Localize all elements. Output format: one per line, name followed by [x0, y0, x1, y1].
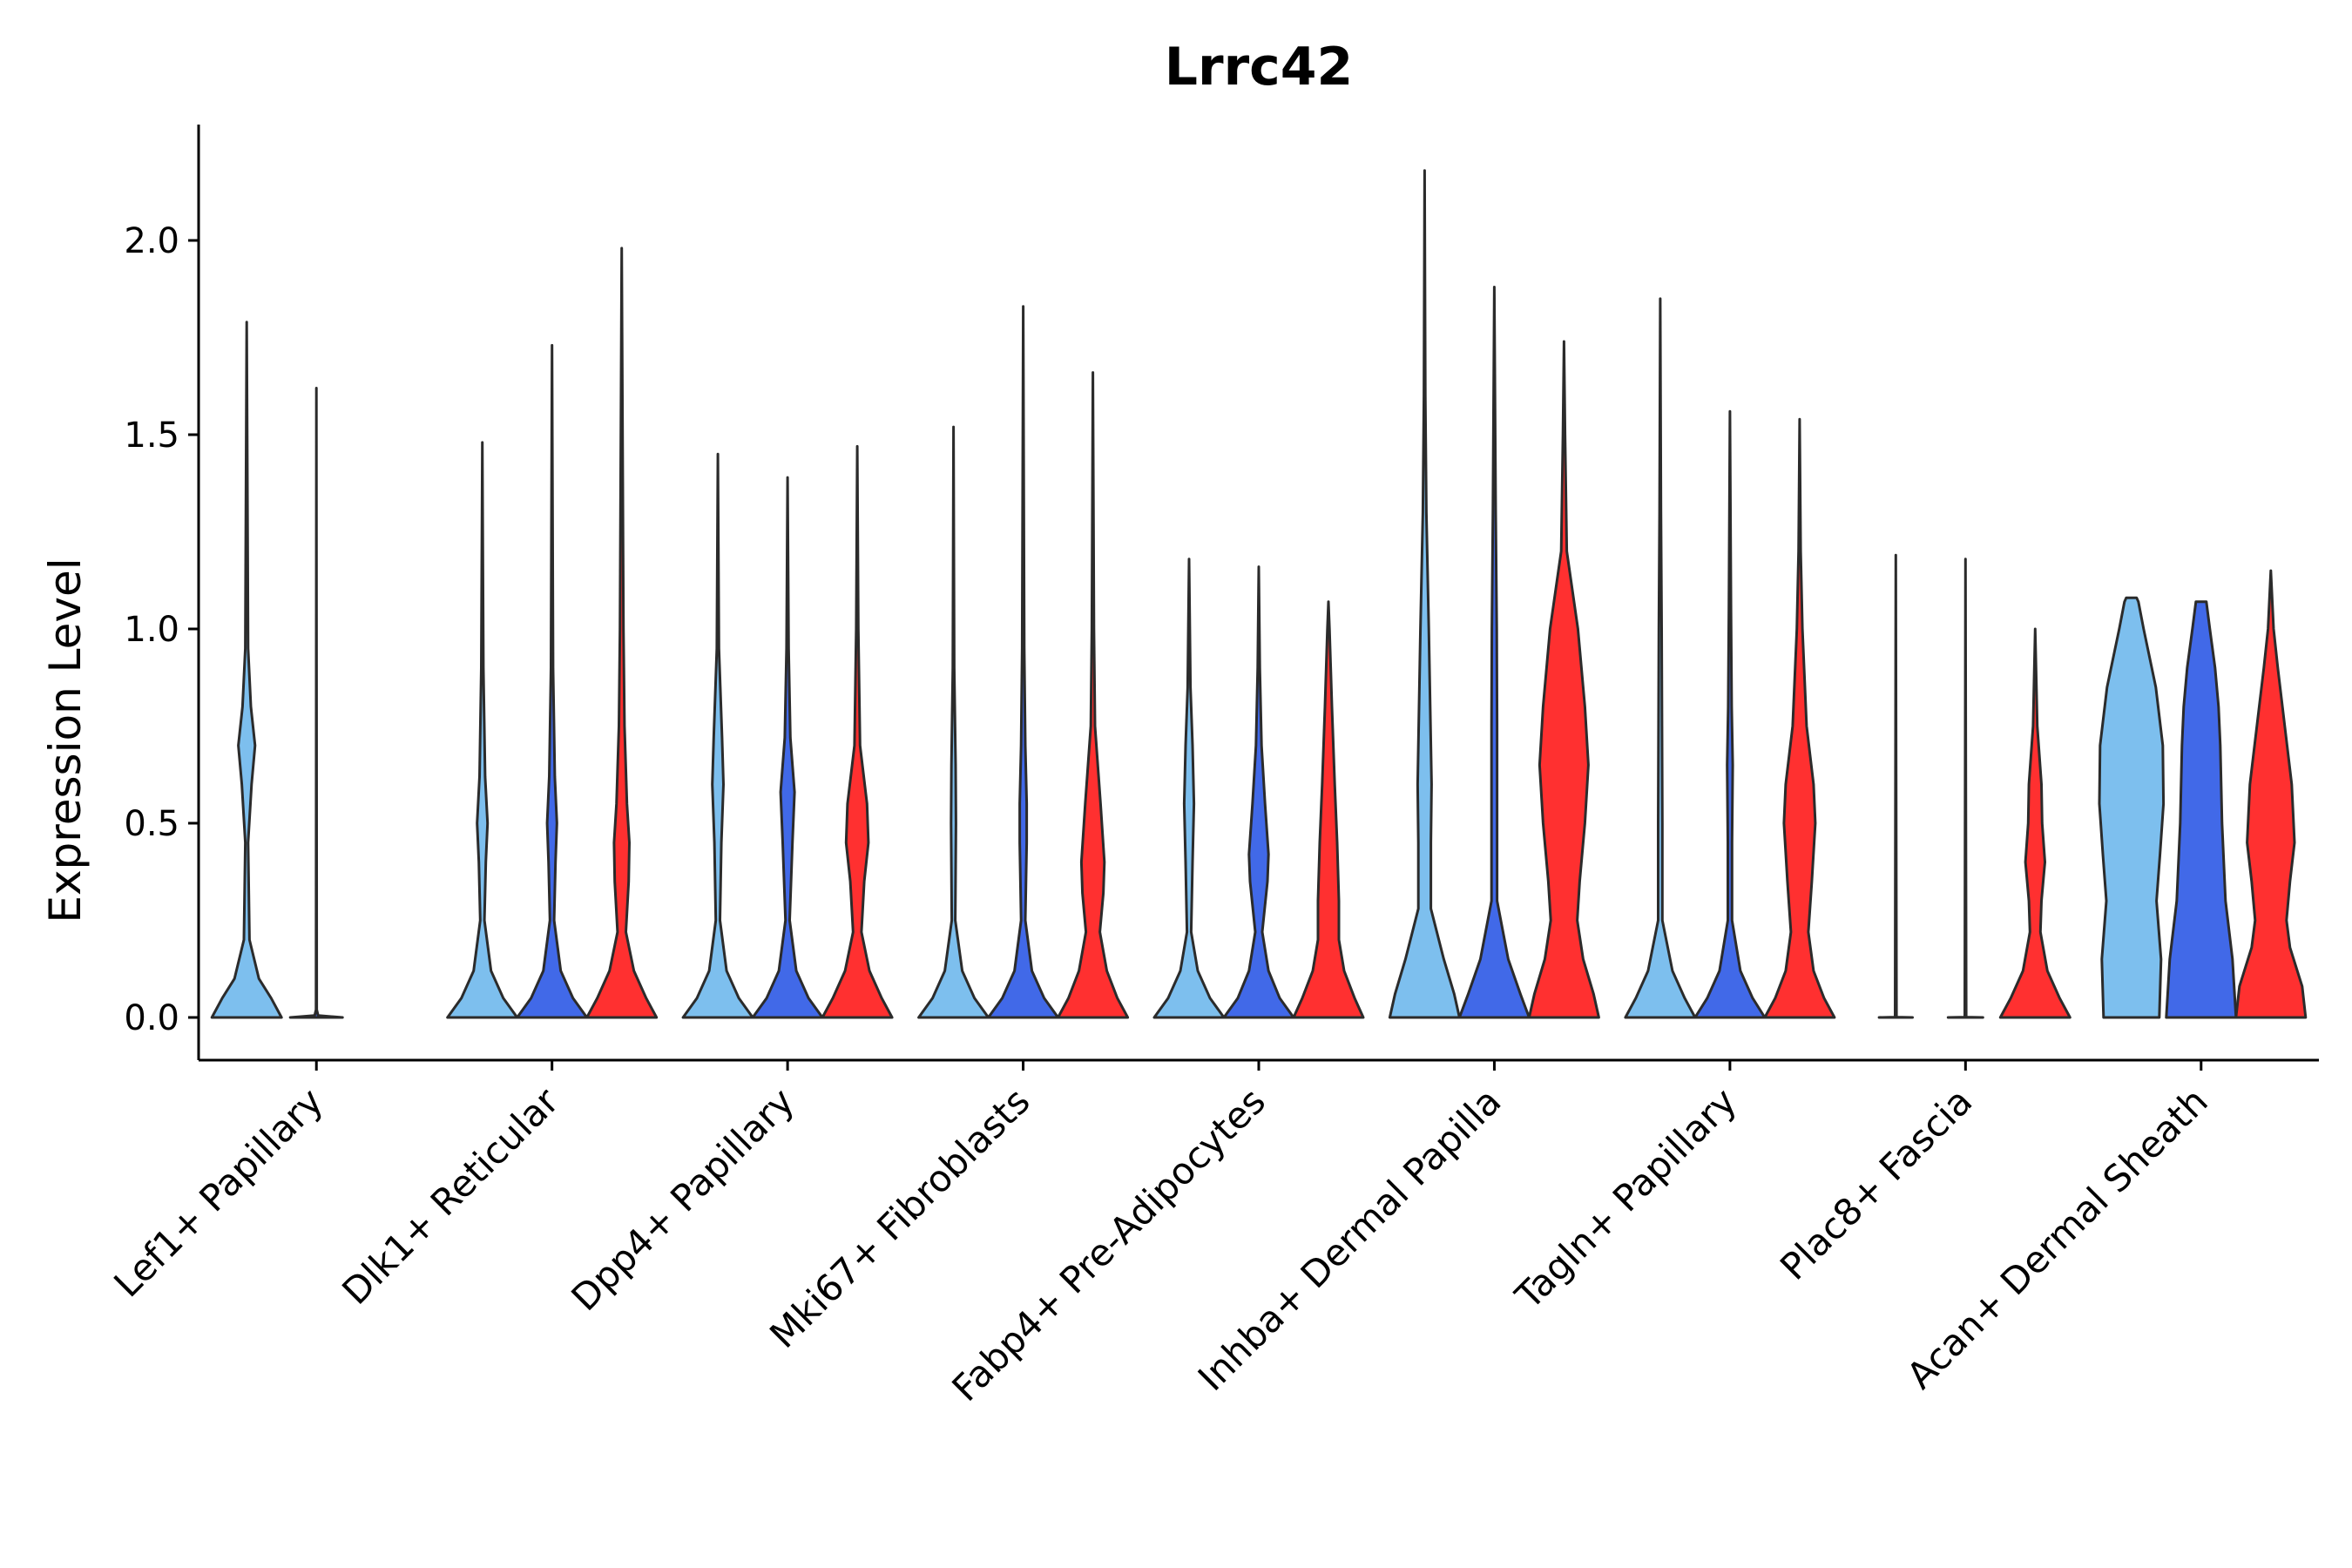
x-tick-label: Dlk1+ Reticular: [334, 1079, 567, 1313]
x-tick-label: Mki67+ Fibroblasts: [761, 1079, 1037, 1355]
violin-3-4: [1057, 371, 1130, 1019]
y-tick-label: 0.5: [124, 804, 179, 844]
violin-2-2: [516, 343, 589, 1019]
y-tick-label: 0.0: [124, 998, 179, 1038]
violin-1-9: [2098, 596, 2166, 1019]
violin-3-7: [1763, 417, 1836, 1019]
violin-1-2: [446, 441, 519, 1019]
violin-2-3: [751, 476, 824, 1019]
violin-2-6: [1457, 286, 1531, 1019]
violin-1-7: [1624, 297, 1697, 1019]
violin-2-5: [1222, 565, 1295, 1019]
violin-2-4: [987, 305, 1060, 1019]
y-tick-label: 2.0: [124, 221, 179, 261]
y-tick-label: 1.0: [124, 610, 179, 650]
violin-2-1: [288, 387, 344, 1019]
violin-1-4: [917, 425, 990, 1019]
violin-2-7: [1693, 409, 1767, 1019]
x-tick-label: Plac8+ Fascia: [1772, 1079, 1980, 1288]
violin-3-3: [821, 444, 894, 1019]
x-tick-label: Tagln+ Papillary: [1507, 1079, 1745, 1317]
violin-1-5: [1152, 558, 1226, 1019]
violin-2-9: [2165, 600, 2238, 1019]
violin-1-6: [1388, 169, 1461, 1019]
violin-3-2: [585, 247, 659, 1019]
violin-group: [210, 169, 2308, 1019]
violin-3-5: [1292, 600, 1365, 1019]
y-axis-label: Expression Level: [40, 558, 91, 923]
chart-title: Lrrc42: [1165, 37, 1353, 98]
axes: 0.0 0.5 1.0 1.5 2.0 Lef1+ Papillary Dlk1+ Reti…: [105, 125, 2319, 1409]
x-tick-label: Lef1+ Papillary: [105, 1079, 331, 1305]
violin-1-3: [681, 452, 754, 1019]
violin-1-1: [210, 321, 283, 1019]
violin-2-8: [1946, 558, 1984, 1019]
violin-3-9: [2234, 569, 2308, 1019]
y-tick-label: 1.5: [124, 416, 179, 456]
violin-1-8: [1877, 553, 1914, 1019]
violin-3-6: [1527, 340, 1600, 1019]
x-tick-label: Dpp4+ Papillary: [563, 1079, 802, 1319]
violin-3-8: [1998, 627, 2072, 1019]
